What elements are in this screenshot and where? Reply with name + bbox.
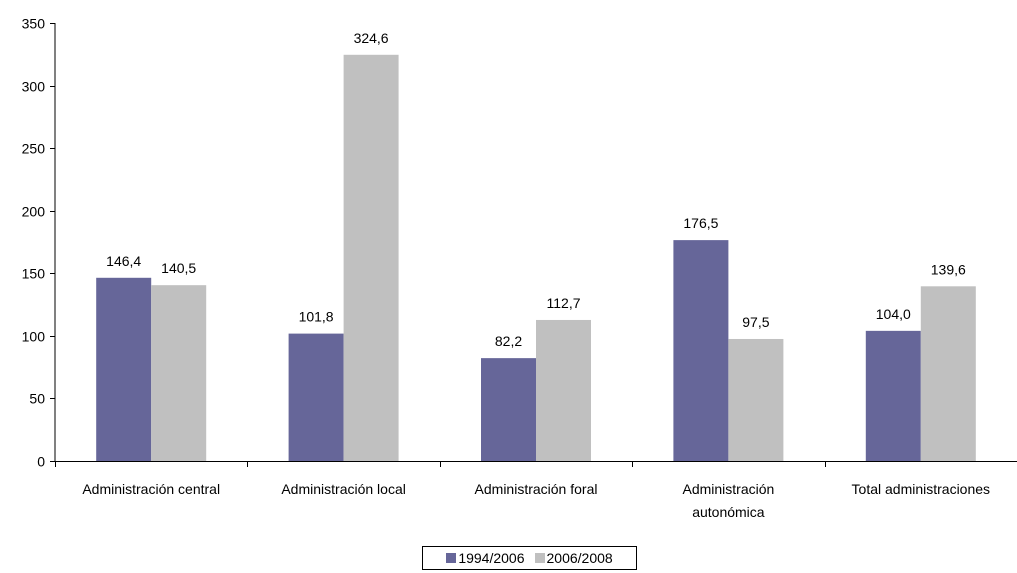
data-label: 112,7 [547, 295, 581, 311]
bar [96, 277, 152, 461]
data-label: 140,5 [161, 260, 196, 276]
y-tick-label: 150 [22, 266, 46, 282]
y-tick-label: 350 [22, 16, 46, 32]
bar [481, 358, 536, 461]
x-tick-label: Administración central [82, 481, 220, 497]
bar [865, 330, 921, 461]
bar [343, 54, 399, 461]
x-tick-label: Total administraciones [852, 481, 991, 497]
bar [536, 319, 591, 461]
y-tick-label: 100 [22, 329, 46, 345]
legend-swatch-series-1 [446, 553, 457, 563]
x-tick-label: Administración foral [475, 481, 598, 497]
y-tick-label: 50 [29, 391, 45, 407]
bar [728, 338, 784, 461]
data-label: 82,2 [495, 333, 522, 349]
legend-label-series-1: 1994/2006 [458, 550, 525, 566]
data-label: 146,4 [106, 253, 141, 269]
data-label: 324,6 [354, 30, 389, 46]
y-tick-label: 300 [22, 79, 46, 95]
legend-swatch-series-2 [534, 553, 545, 563]
data-label: 97,5 [742, 314, 769, 330]
bar [288, 333, 344, 461]
data-label: 139,6 [931, 261, 966, 277]
legend-item-series-2: 2006/2008 [534, 550, 613, 566]
y-tick-label: 200 [22, 204, 46, 220]
data-label: 101,8 [299, 309, 334, 325]
y-tick-label: 0 [37, 454, 45, 470]
data-label: 104,0 [876, 306, 911, 322]
bar [151, 285, 207, 461]
legend-item-series-1: 1994/2006 [446, 550, 525, 566]
legend-label-series-2: 2006/2008 [546, 550, 613, 566]
x-tick-label: autonómica [692, 504, 765, 520]
y-tick-label: 250 [22, 141, 46, 157]
data-label: 176,5 [683, 215, 718, 231]
bar [673, 240, 729, 461]
bar [920, 286, 976, 461]
x-tick-label: Administración [682, 481, 774, 497]
legend: 1994/2006 2006/2008 [422, 546, 637, 570]
x-tick-label: Administración local [281, 481, 406, 497]
